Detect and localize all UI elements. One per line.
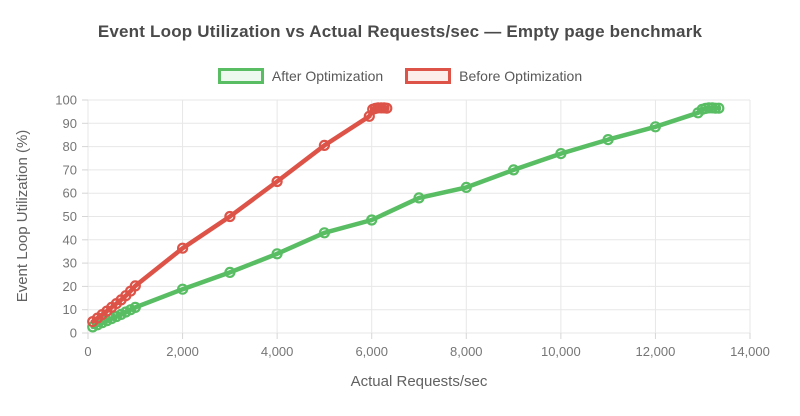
- y-tick-label: 0: [70, 326, 77, 341]
- data-point-before-optimization: [129, 280, 141, 292]
- data-point-before-optimization: [177, 242, 189, 254]
- data-point-before-optimization: [271, 175, 283, 188]
- data-point-after-optimization: [224, 266, 236, 278]
- y-tick-label: 60: [63, 186, 77, 201]
- chart-legend: After Optimization Before Optimization: [0, 68, 800, 84]
- legend-label-after-optimization: After Optimization: [271, 68, 384, 84]
- y-tick-label: 70: [63, 162, 77, 177]
- y-tick-label: 80: [63, 139, 77, 154]
- data-point-after-optimization: [129, 301, 141, 313]
- data-point-after-optimization: [460, 181, 472, 193]
- legend-label-before-optimization: Before Optimization: [459, 68, 583, 84]
- legend-swatch-after-optimization: [217, 68, 264, 84]
- series-layer: [87, 102, 725, 333]
- x-tick-label: 6,000: [355, 344, 388, 359]
- data-point-after-optimization: [366, 214, 378, 226]
- data-point-before-optimization: [318, 139, 330, 151]
- data-point-after-optimization: [318, 227, 330, 239]
- data-point-after-optimization: [555, 148, 567, 160]
- data-point-before-optimization: [224, 210, 236, 223]
- y-tick-label: 40: [63, 232, 77, 247]
- series-line-after-optimization: [90, 105, 722, 330]
- chart-title: Event Loop Utilization vs Actual Request…: [97, 22, 703, 41]
- x-tick-label: 0: [84, 344, 91, 359]
- data-point-after-optimization: [602, 134, 614, 146]
- grid-layer: [87, 99, 751, 334]
- data-point-after-optimization: [413, 192, 425, 204]
- legend-item-before-optimization[interactable]: Before Optimization: [405, 68, 582, 84]
- x-tick-label: 14,000: [730, 344, 770, 359]
- data-point-after-optimization: [271, 248, 283, 260]
- data-point-after-optimization: [507, 164, 520, 176]
- y-tick-label: 30: [63, 256, 77, 271]
- legend-swatch-before-optimization: [405, 68, 452, 84]
- y-tick-label: 20: [63, 279, 77, 294]
- series-before-optimization: [87, 102, 393, 328]
- x-tick-label: 4,000: [261, 344, 294, 359]
- y-tick-label: 100: [55, 93, 77, 108]
- y-tick-label: 50: [63, 209, 77, 224]
- tick-layer: 0 2,000 4,000 6,000 8,000 10,000 12,000 14,000 0…: [55, 93, 770, 360]
- y-tick-label: 90: [63, 116, 77, 131]
- x-tick-label: 8,000: [450, 344, 483, 359]
- legend-item-after-optimization[interactable]: After Optimization: [217, 68, 384, 84]
- y-axis-title: Event Loop Utilization (%): [14, 130, 31, 303]
- series-after-optimization: [87, 102, 725, 333]
- x-tick-label: 12,000: [636, 344, 676, 359]
- data-point-after-optimization: [713, 102, 725, 114]
- x-tick-label: 2,000: [166, 344, 199, 359]
- data-point-after-optimization: [649, 121, 662, 133]
- data-point-before-optimization: [381, 102, 393, 114]
- data-point-after-optimization: [177, 283, 189, 295]
- x-axis-title: Actual Requests/sec: [351, 373, 488, 390]
- x-tick-label: 10,000: [541, 344, 581, 359]
- y-tick-label: 10: [63, 302, 77, 317]
